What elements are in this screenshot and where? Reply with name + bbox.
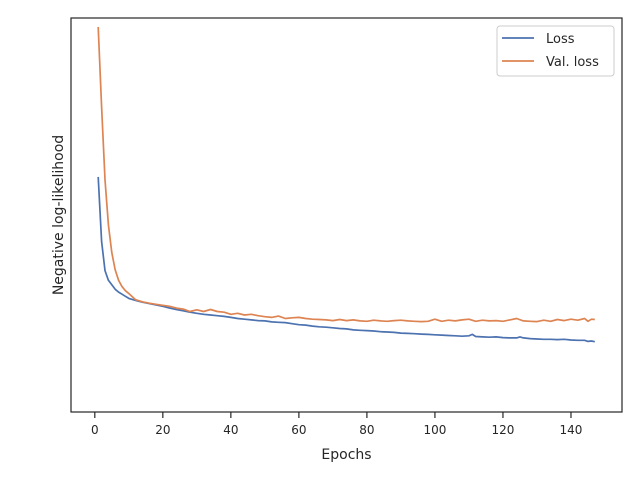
x-tick-label: 40: [223, 423, 238, 437]
series-lines: [97, 26, 595, 343]
x-tick-label: 80: [359, 423, 374, 437]
x-axis-label: Epochs: [321, 447, 371, 463]
x-tick-label: 140: [560, 423, 583, 437]
x-tick-label: 0: [91, 423, 99, 437]
plot-frame: [70, 17, 623, 413]
legend: Loss Val. loss: [496, 25, 615, 77]
legend-label-val-loss: Val. loss: [546, 55, 599, 70]
x-tick-label: 100: [423, 423, 446, 437]
x-axis-ticks: 0 20 40 60 80 100 120 140: [91, 412, 582, 437]
plot-background: [71, 18, 622, 412]
legend-label-loss: Loss: [546, 32, 575, 47]
x-tick-label: 20: [155, 423, 170, 437]
x-tick-label: 120: [492, 423, 515, 437]
series-line-val-loss: [97, 26, 595, 323]
x-tick-label: 60: [291, 423, 306, 437]
y-axis-label: Negative log-likelihood: [51, 135, 67, 295]
